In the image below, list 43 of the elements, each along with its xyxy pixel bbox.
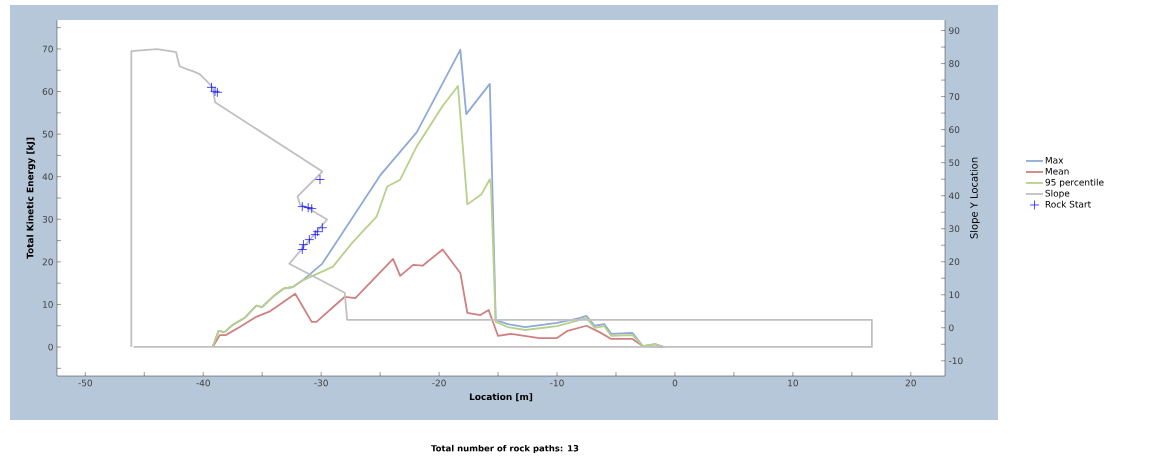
y-tick-label: 60 [42, 88, 53, 95]
line-series [130, 48, 873, 348]
y-tick-label: 0 [48, 343, 53, 351]
legend-label: Slope [1045, 189, 1070, 199]
point [315, 174, 325, 185]
x-tick-label: 20 [905, 379, 916, 387]
x-tick-label: -40 [196, 379, 210, 387]
point [297, 244, 308, 255]
point [298, 239, 309, 250]
y2-tick-label: 20 [949, 258, 960, 266]
legend-label: Max [1045, 156, 1064, 164]
x-tick-label: -30 [314, 379, 328, 387]
y2-tick-label: 40 [948, 192, 960, 200]
legend-label: Rock Start [1045, 200, 1091, 208]
y2-tick-label: 0 [949, 324, 954, 332]
point [317, 222, 328, 233]
y2-tick-label: 10 [949, 291, 960, 299]
y-tick-label: 20 [42, 258, 53, 266]
x-tick-label: -10 [550, 379, 564, 387]
y-tick-label: 10 [43, 301, 53, 308]
y2-tick-label: 60 [949, 126, 960, 134]
x-axis-title: Location [m] [469, 393, 533, 402]
text: Total number of rock paths: 13 [431, 444, 579, 454]
point [304, 234, 315, 245]
y-tick-label: 50 [42, 130, 53, 138]
x-tick-label: -20 [432, 379, 446, 387]
y-tick-label: 40 [42, 173, 53, 181]
y2-tick-label: 30 [949, 225, 960, 233]
x-tick-label: 0 [672, 379, 678, 387]
y2-tick-label: 50 [949, 159, 960, 167]
y-tick-label: 70 [42, 45, 53, 53]
point [297, 201, 308, 212]
legend-label: Mean [1045, 167, 1069, 175]
y2-tick-label: 90 [949, 27, 960, 34]
y-tick-label: 30 [42, 215, 53, 223]
x-tick-label: 10 [788, 379, 798, 387]
x-tick-label: -50 [78, 379, 93, 387]
y2-tick-label: -10 [948, 357, 963, 365]
legend-label: 95 percentile [1045, 178, 1104, 188]
y2-axis-title: Slope Y Location [970, 157, 980, 239]
y-axis-title: Total Kinetic Energy [kJ] [26, 137, 36, 259]
y2-tick-label: 80 [949, 60, 960, 67]
y2-tick-label: 70 [949, 93, 960, 100]
